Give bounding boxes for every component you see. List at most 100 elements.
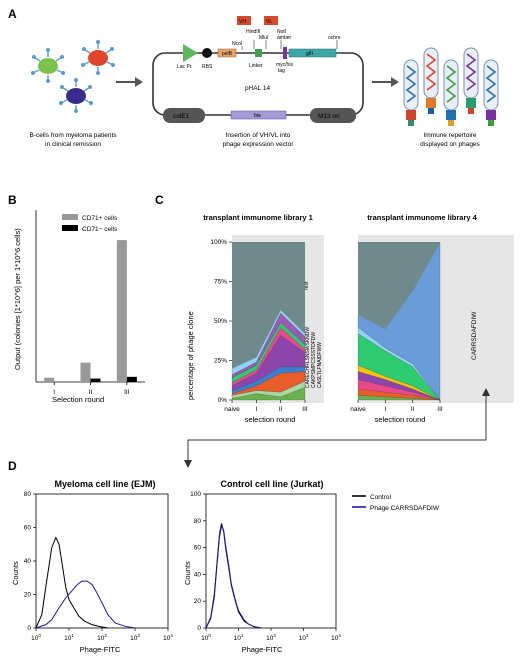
- c-y-axis-label: percentage of phage clone: [186, 311, 195, 400]
- d1-series-phage-line: [35, 580, 136, 629]
- c4-x-tick-label-3: II: [411, 406, 415, 413]
- vh-box: [237, 16, 251, 25]
- d1-y-tick-label-4: 60: [24, 525, 32, 532]
- lac-pr-label: Lac Pr.: [177, 64, 193, 70]
- c4-annotation-seq: CARRSDAFDIW: [471, 311, 478, 360]
- pelb-box: [217, 48, 237, 58]
- tag-label-line1: myc/his: [276, 62, 293, 68]
- panel-label-b: B: [8, 193, 17, 207]
- b-x-tick-label-2: II: [89, 389, 93, 396]
- b-x-axis-label: Selection round: [52, 395, 104, 404]
- d2-y-tick-label-4: 60: [194, 545, 202, 552]
- giii-box: [288, 48, 337, 58]
- panel-d-ejm-histogram: 100 101 102 103 104 0 20 40 60 80: [24, 491, 174, 642]
- d1-x-tick-label-5: 104: [163, 633, 173, 642]
- hindiii-label: HindIII: [246, 29, 260, 35]
- b-bar-cd71neg-3: [126, 376, 137, 382]
- c1-y-tick-label-2: 25%: [214, 358, 227, 365]
- d-legend: Control Phage CARRSDAFDIW: [352, 494, 440, 512]
- cole1-label: colE1: [173, 113, 190, 120]
- c1-annotation-seq2: CAKPSMPCSSSTDFDW: [311, 332, 317, 388]
- d1-title: Myeloma cell line (EJM): [54, 479, 155, 489]
- d1-series-control-line: [35, 536, 108, 629]
- phage-icon-4: [463, 47, 479, 114]
- c1-x-tick-label-2: I: [255, 406, 257, 413]
- arrow-right-icon: [116, 77, 143, 87]
- b-cell-red-icon: [81, 40, 115, 75]
- c1-x-tick-label-3: II: [279, 406, 283, 413]
- tag-label-line2: tag: [278, 68, 285, 74]
- d2-series-phage-line: [205, 524, 262, 629]
- vl-label: VL: [266, 19, 272, 25]
- ochre-label: ochre: [328, 35, 341, 41]
- tag-box: [283, 47, 287, 59]
- rbs-icon: [202, 48, 212, 58]
- c4-area-band-rest: [358, 242, 440, 329]
- d-legend-phage: Phage CARRSDAFDIW: [370, 505, 440, 512]
- d2-title: Control cell line (Jurkat): [220, 479, 323, 489]
- d2-series-control-line: [205, 523, 262, 629]
- c1-area-band-rest: [232, 242, 305, 369]
- phage-library-illustration: [403, 47, 499, 126]
- d2-x-axis-label: Phage-FITC: [242, 645, 283, 654]
- d2-y-tick-label-6: 100: [190, 491, 201, 498]
- b-legend-label-1: CD71+ cells: [82, 215, 118, 222]
- b-cell-green-icon: [31, 48, 65, 83]
- insertion-label-line2: phage expression vector: [223, 141, 295, 148]
- rbs-label: RBS: [202, 64, 213, 70]
- c1-x-axis-label: selection round: [245, 415, 296, 424]
- d2-y-tick-label-2: 20: [194, 598, 202, 605]
- c1-y-tick-label-1: 0%: [218, 397, 228, 404]
- c1-y-tick-label-3: 50%: [214, 318, 227, 325]
- mlui-label: MluI: [259, 35, 268, 41]
- d1-y-tick-label-2: 20: [24, 592, 32, 599]
- m13-box: [310, 108, 356, 123]
- b-legend-label-2: CD71− cells: [82, 226, 118, 233]
- d2-x-tick-label-4: 103: [299, 633, 309, 642]
- linker-box: [255, 49, 262, 57]
- repertoire-label-line2: displayed on phages: [420, 141, 480, 148]
- b-cell-blue-icon: [59, 78, 93, 113]
- c4-x-tick-label-1: naive: [350, 406, 366, 413]
- b-y-axis-label: Output (colonies [1*10^6] per 1*10^6 cel…: [13, 228, 22, 370]
- d2-x-tick-label-3: 102: [266, 633, 276, 642]
- c1-annotation-seq1: CARECHRLSNSWSKNDW: [305, 327, 311, 388]
- b-x-tick-label-1: I: [53, 389, 55, 396]
- amber-label: amber: [277, 35, 292, 41]
- d2-plot-frame: [205, 493, 337, 629]
- c1-area-band-9: [231, 309, 306, 375]
- c1-title: transplant immunome library 1: [203, 213, 313, 222]
- b-bar-cd71pos-3: [116, 240, 127, 382]
- b-cells-label-line1: B-cells from myeloma patients: [29, 132, 117, 139]
- d2-x-tick-label-2: 101: [234, 633, 244, 642]
- c4-x-tick-label-2: I: [384, 406, 386, 413]
- cole1-box: [163, 108, 205, 123]
- d1-y-axis-label: Counts: [11, 561, 20, 585]
- b-cells-label-line2: in clinical remission: [45, 141, 101, 148]
- phage-icon-2: [423, 47, 439, 114]
- linker-label: Linker: [249, 63, 263, 69]
- c4-x-tick-label-4: III: [437, 406, 443, 413]
- d2-y-tick-label-3: 40: [194, 571, 202, 578]
- c4-x-axis-label: selection round: [375, 415, 426, 424]
- giii-label: gIII: [306, 51, 313, 57]
- panel-label-c: C: [155, 193, 164, 207]
- d1-x-tick-label-1: 100: [31, 633, 41, 642]
- b-bar-cd71pos-1: [44, 377, 55, 382]
- d2-x-tick-label-5: 104: [331, 633, 341, 642]
- d1-x-tick-label-3: 102: [97, 633, 107, 642]
- d1-x-axis-label: Phage-FITC: [80, 645, 121, 654]
- insertion-label-line1: Insertion of VH/VL into: [226, 132, 291, 139]
- b-legend-swatch-1: [62, 214, 78, 220]
- bla-label: bla: [254, 113, 261, 119]
- b-bar-cd71neg-2: [90, 378, 101, 382]
- pelb-label: pelB: [222, 51, 233, 57]
- c1-annotation-rest: rest: [304, 281, 310, 290]
- d1-x-tick-label-4: 103: [130, 633, 140, 642]
- vl-box: [264, 16, 278, 25]
- b-bar-cd71pos-2: [80, 362, 91, 382]
- d2-y-tick-label-5: 80: [194, 518, 202, 525]
